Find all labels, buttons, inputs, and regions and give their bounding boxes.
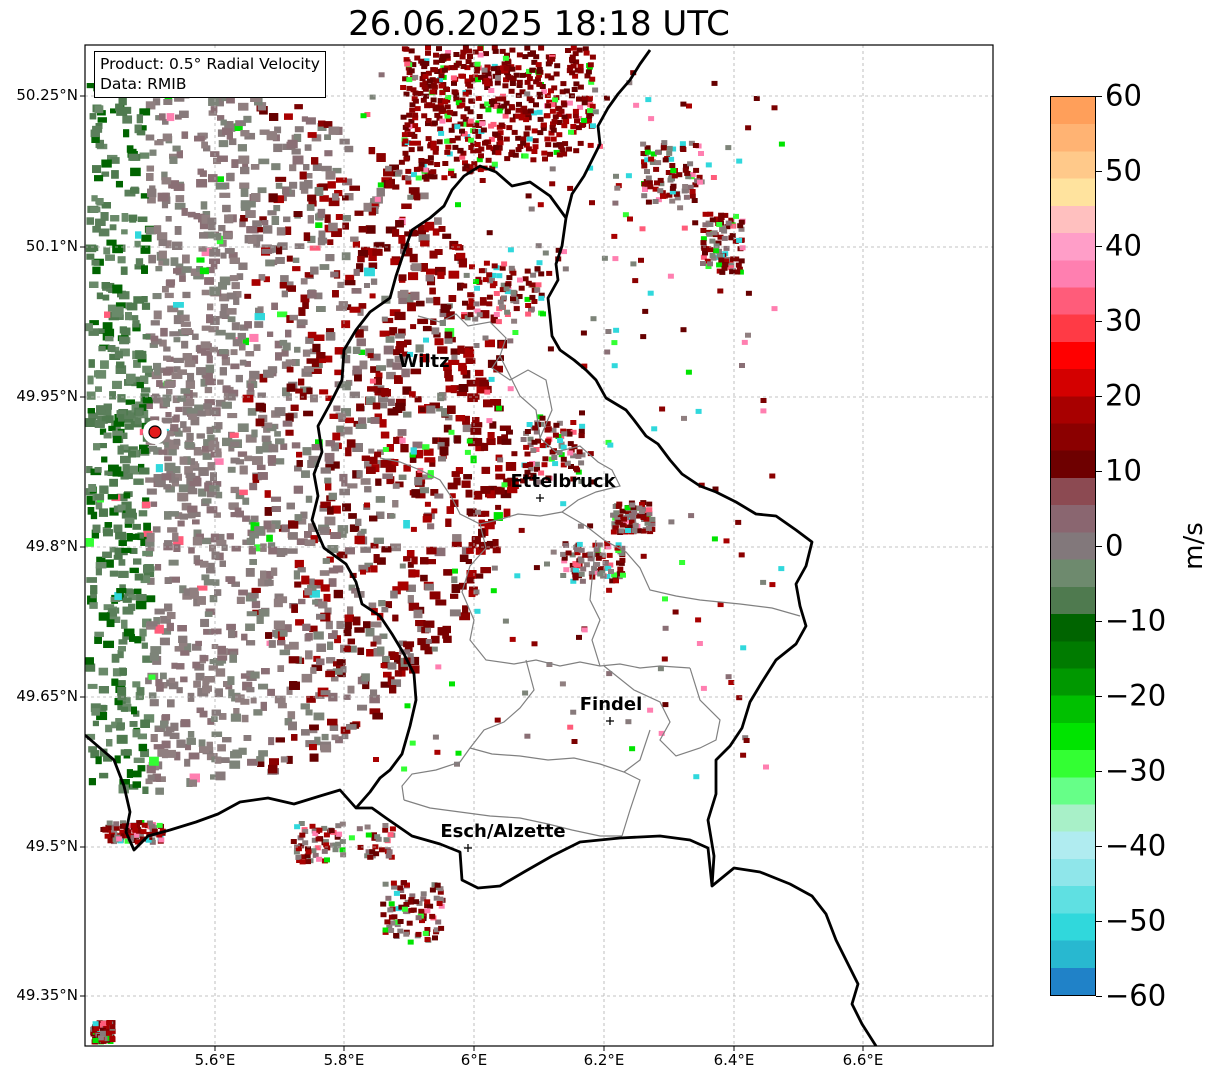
canton-borders	[379, 313, 801, 837]
radar-site-marker	[148, 425, 162, 439]
city-label-findel: Findel	[579, 694, 643, 715]
lon-label: 6.2°E	[583, 1051, 625, 1069]
lat-label: 50.1°N	[25, 237, 78, 255]
lat-label: 49.65°N	[16, 687, 78, 705]
colorbar-tick-label: −10	[1105, 603, 1167, 638]
colorbar-tick-label: −40	[1105, 828, 1167, 863]
national-borders	[85, 49, 878, 1046]
city-markers	[464, 494, 614, 852]
lat-label: 49.35°N	[16, 986, 78, 1004]
colorbar-tick-mark	[1096, 621, 1102, 622]
colorbar-tick-mark	[1096, 846, 1102, 847]
colorbar-tick-mark	[1096, 396, 1102, 397]
gridlines	[85, 45, 993, 1046]
lat-label: 49.8°N	[25, 537, 78, 555]
radar-echo-layer	[85, 45, 785, 1045]
lon-label: 5.6°E	[194, 1051, 236, 1069]
colorbar-tick-mark	[1096, 171, 1102, 172]
lat-label: 49.5°N	[25, 837, 78, 855]
lon-label: 6.6°E	[842, 1051, 884, 1069]
colorbar-tick-mark	[1096, 321, 1102, 322]
colorbar-tick-mark	[1096, 996, 1102, 997]
colorbar-tick-mark	[1096, 921, 1102, 922]
colorbar-tick-mark	[1096, 696, 1102, 697]
colorbar-tick-label: −50	[1105, 903, 1167, 938]
product-label: Product: 0.5° Radial Velocity	[100, 55, 320, 73]
colorbar-tick-mark	[1096, 96, 1102, 97]
map-frame	[84, 44, 994, 1047]
velocity-colorbar	[1050, 96, 1096, 996]
lat-label: 49.95°N	[16, 387, 78, 405]
colorbar-tick-label: 0	[1105, 528, 1124, 563]
colorbar-unit-label: m/s	[1178, 522, 1207, 570]
city-label-esch-alzette: Esch/Alzette	[440, 821, 566, 842]
colorbar-tick-label: 40	[1105, 228, 1142, 263]
colorbar-tick-mark	[1096, 546, 1102, 547]
colorbar-tick-label: 60	[1105, 78, 1142, 113]
lon-label: 6.4°E	[713, 1051, 755, 1069]
colorbar-tick-label: 50	[1105, 153, 1142, 188]
map-title: 26.06.2025 18:18 UTC	[348, 4, 730, 44]
city-label-wiltz: Wiltz	[398, 351, 450, 372]
lat-label: 50.25°N	[16, 86, 78, 104]
colorbar-tick-label: 10	[1105, 453, 1142, 488]
lon-label: 6°E	[460, 1051, 488, 1069]
colorbar-tick-mark	[1096, 246, 1102, 247]
colorbar-tick-label: 30	[1105, 303, 1142, 338]
data-source-label: Data: RMIB	[100, 75, 187, 93]
lon-label: 5.8°E	[323, 1051, 365, 1069]
colorbar-tick-label: −60	[1105, 978, 1167, 1013]
colorbar-tick-label: −30	[1105, 753, 1167, 788]
city-label-ettelbruck: Ettelbruck	[510, 471, 616, 492]
colorbar-tick-label: 20	[1105, 378, 1142, 413]
product-info-box: Product: 0.5° Radial Velocity Data: RMIB	[94, 51, 326, 98]
colorbar-tick-label: −20	[1105, 678, 1167, 713]
colorbar-tick-mark	[1096, 471, 1102, 472]
colorbar-tick-mark	[1096, 771, 1102, 772]
